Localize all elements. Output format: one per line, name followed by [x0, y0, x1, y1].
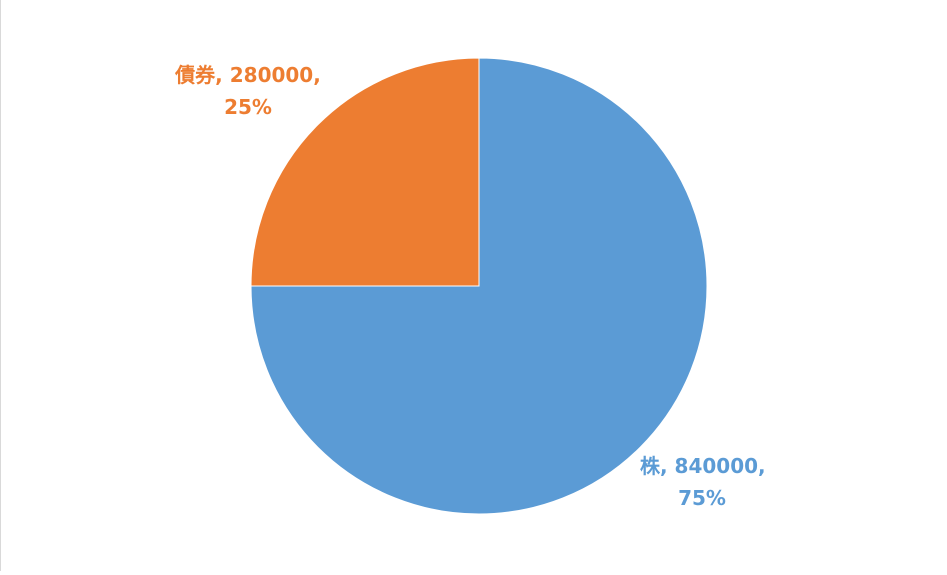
data-label-stocks-line2: 75%	[678, 486, 726, 510]
data-label-stocks-line1: 株, 840000,	[640, 454, 766, 478]
pie-slice-bonds	[250, 57, 480, 287]
chart-border	[0, 0, 1, 571]
data-labels: 株, 840000, 75% 債券, 280000, 25%	[174, 63, 765, 510]
pie-slices	[250, 57, 708, 515]
data-label-bonds-line1: 債券, 280000,	[174, 63, 321, 87]
pie-slice-stocks	[250, 57, 708, 515]
data-label-bonds-line2: 25%	[224, 95, 272, 119]
